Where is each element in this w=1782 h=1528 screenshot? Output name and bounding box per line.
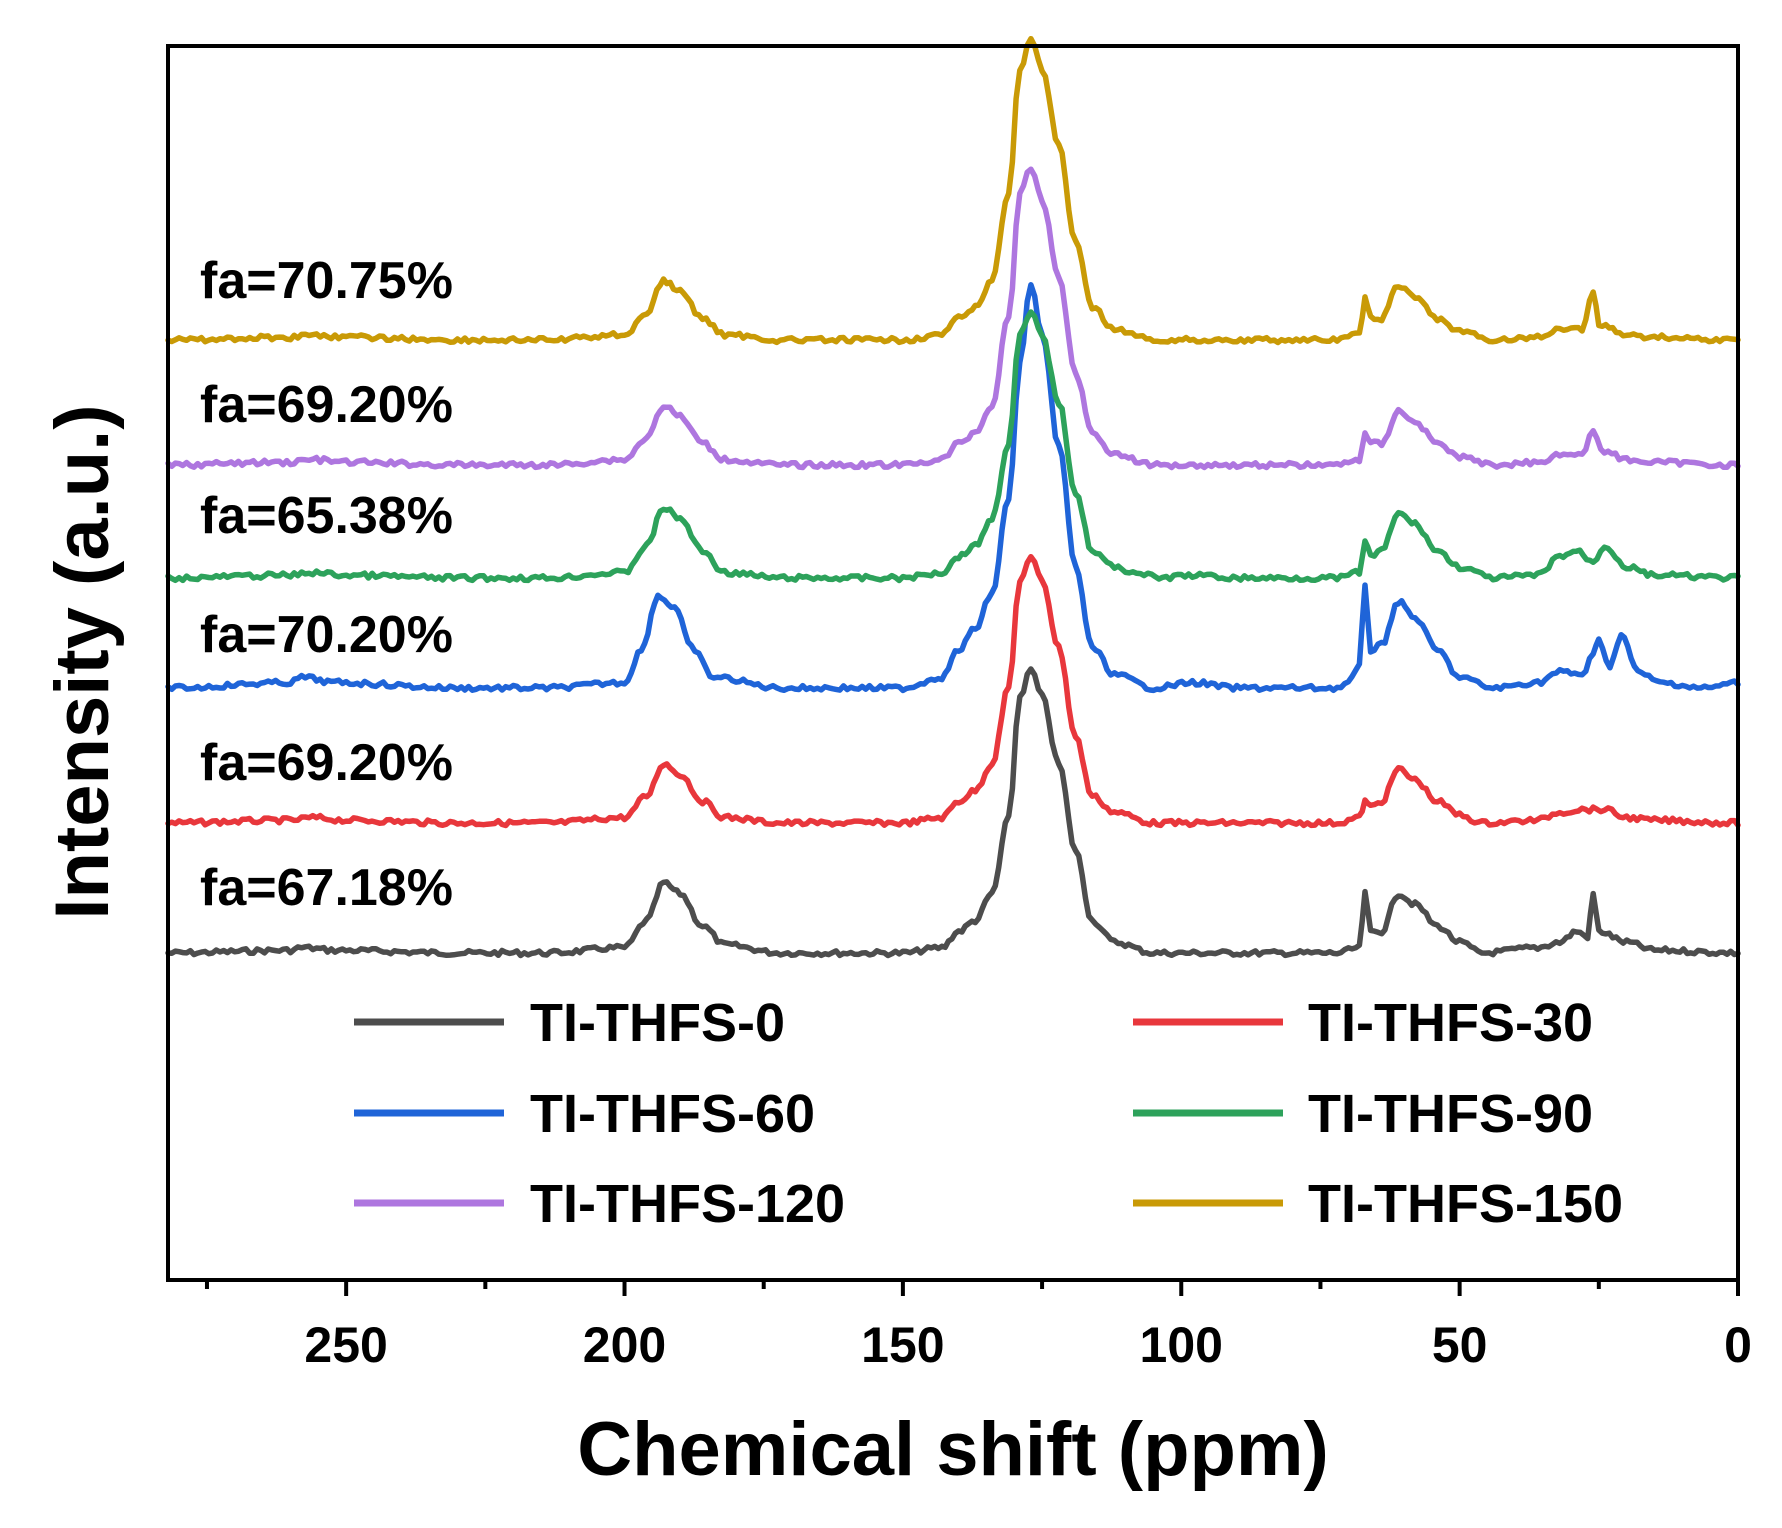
y-axis-title: Intensity (a.u.) xyxy=(40,404,125,919)
fa-label-ti-thfs-150: fa=70.75% xyxy=(200,252,453,310)
legend-label-ti-thfs-150: TI-THFS-150 xyxy=(1308,1174,1623,1234)
x-axis-title: Chemical shift (ppm) xyxy=(577,1407,1329,1492)
x-tick-label: 100 xyxy=(1140,1317,1223,1373)
series-line-ti-thfs-0 xyxy=(165,666,1741,959)
x-tick-label: 150 xyxy=(861,1317,944,1373)
legend-label-ti-thfs-120: TI-THFS-120 xyxy=(530,1174,845,1234)
legend-label-ti-thfs-0: TI-THFS-0 xyxy=(530,993,785,1053)
legend-label-ti-thfs-90: TI-THFS-90 xyxy=(1308,1084,1593,1144)
legend-label-ti-thfs-30: TI-THFS-30 xyxy=(1308,993,1593,1053)
series-line-ti-thfs-60 xyxy=(165,282,1741,694)
x-axis: 250 200 150 100 50 0 xyxy=(204,1280,1752,1373)
series-line-ti-thfs-150 xyxy=(165,35,1741,346)
series-line-ti-thfs-30 xyxy=(165,553,1741,829)
series-line-ti-thfs-120 xyxy=(165,166,1741,471)
x-tick-label: 0 xyxy=(1724,1317,1752,1373)
plot-frame xyxy=(166,44,1740,1282)
fa-label-layer: fa=67.18% fa=69.20% fa=70.20% fa=65.38% fa=6… xyxy=(200,252,453,917)
x-tick-label: 50 xyxy=(1432,1317,1488,1373)
legend-label-ti-thfs-60: TI-THFS-60 xyxy=(530,1084,815,1144)
series-line-ti-thfs-90 xyxy=(165,309,1741,584)
fa-label-ti-thfs-0: fa=67.18% xyxy=(200,859,453,917)
fa-label-ti-thfs-90: fa=65.38% xyxy=(200,487,453,545)
legend: TI-THFS-0 TI-THFS-30 TI-THFS-60 TI-THFS-90 T… xyxy=(354,993,1623,1234)
x-tick-label: 250 xyxy=(304,1317,387,1373)
fa-label-ti-thfs-120: fa=69.20% xyxy=(200,376,453,434)
fa-label-ti-thfs-30: fa=69.20% xyxy=(200,734,453,792)
fa-label-ti-thfs-60: fa=70.20% xyxy=(200,606,453,664)
x-tick-label: 200 xyxy=(583,1317,666,1373)
series-layer xyxy=(165,35,1741,959)
